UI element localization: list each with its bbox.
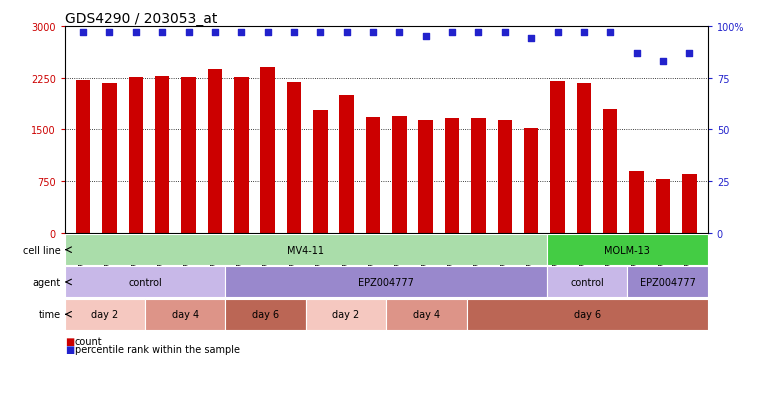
Point: [367, 30, 379, 36]
Bar: [656, 180, 670, 233]
Bar: [260, 68, 275, 233]
Bar: [471, 119, 486, 233]
Point: [314, 30, 326, 36]
Point: [578, 30, 590, 36]
Bar: [306, 299, 387, 330]
Bar: [155, 76, 170, 233]
Text: control: control: [128, 277, 162, 287]
Point: [341, 30, 353, 36]
Point: [393, 30, 406, 36]
Point: [288, 30, 300, 36]
Point: [262, 30, 274, 36]
Text: GDS4290 / 203053_at: GDS4290 / 203053_at: [65, 12, 217, 26]
Bar: [547, 267, 627, 298]
Bar: [225, 267, 547, 298]
Text: day 2: day 2: [91, 309, 119, 320]
Point: [235, 30, 247, 36]
Text: EPZ004777: EPZ004777: [358, 277, 414, 287]
Bar: [145, 299, 225, 330]
Bar: [65, 267, 225, 298]
Bar: [387, 299, 466, 330]
Bar: [208, 69, 222, 233]
Bar: [603, 109, 617, 233]
Point: [130, 30, 142, 36]
Text: day 6: day 6: [252, 309, 279, 320]
Bar: [629, 171, 644, 233]
Bar: [339, 96, 354, 233]
Point: [446, 30, 458, 36]
Text: MOLM-13: MOLM-13: [604, 245, 651, 255]
Bar: [76, 81, 91, 233]
Bar: [129, 78, 143, 233]
Text: cell line: cell line: [23, 245, 61, 255]
Point: [630, 50, 642, 57]
Text: day 4: day 4: [172, 309, 199, 320]
Bar: [102, 84, 116, 233]
Point: [183, 30, 195, 36]
Bar: [313, 111, 327, 233]
Point: [209, 30, 221, 36]
Point: [156, 30, 168, 36]
Bar: [547, 235, 708, 266]
Bar: [287, 83, 301, 233]
Bar: [498, 121, 512, 233]
Text: day 6: day 6: [574, 309, 600, 320]
Text: control: control: [570, 277, 604, 287]
Bar: [225, 299, 306, 330]
Text: ■: ■: [65, 344, 74, 354]
Bar: [366, 118, 380, 233]
Point: [552, 30, 564, 36]
Text: EPZ004777: EPZ004777: [639, 277, 696, 287]
Point: [473, 30, 485, 36]
Point: [683, 50, 696, 57]
Bar: [682, 175, 696, 233]
Text: day 2: day 2: [333, 309, 360, 320]
Text: MV4-11: MV4-11: [288, 245, 324, 255]
Point: [77, 30, 89, 36]
Bar: [392, 117, 406, 233]
Bar: [65, 235, 547, 266]
Bar: [445, 119, 460, 233]
Bar: [65, 299, 145, 330]
Point: [419, 34, 431, 40]
Bar: [524, 129, 538, 233]
Bar: [577, 84, 591, 233]
Text: time: time: [39, 309, 61, 320]
Bar: [627, 267, 708, 298]
Text: day 4: day 4: [412, 309, 440, 320]
Point: [657, 59, 669, 65]
Text: percentile rank within the sample: percentile rank within the sample: [75, 344, 240, 354]
Bar: [550, 82, 565, 233]
Bar: [181, 78, 196, 233]
Text: ■: ■: [65, 336, 74, 346]
Point: [604, 30, 616, 36]
Bar: [234, 78, 249, 233]
Bar: [419, 121, 433, 233]
Point: [103, 30, 116, 36]
Point: [525, 36, 537, 43]
Point: [498, 30, 511, 36]
Text: count: count: [75, 336, 102, 346]
Text: agent: agent: [33, 277, 61, 287]
Bar: [466, 299, 708, 330]
